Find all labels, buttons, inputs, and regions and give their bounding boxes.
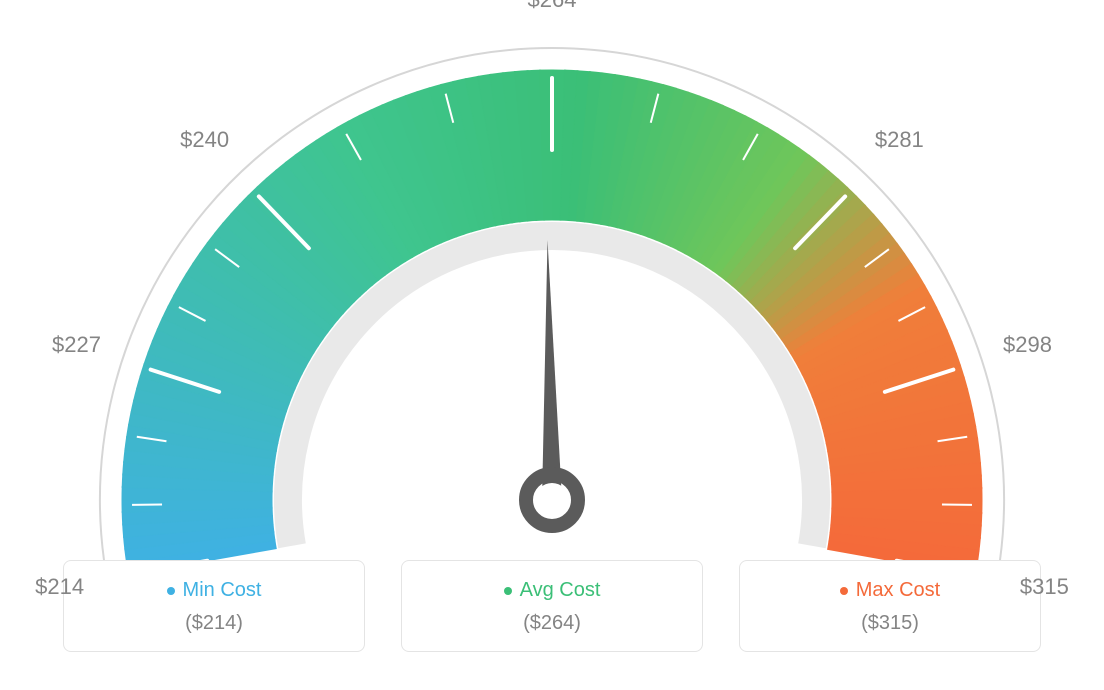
legend-dot-avg bbox=[504, 587, 512, 595]
gauge-tick-label: $264 bbox=[528, 0, 577, 13]
gauge-needle bbox=[542, 240, 562, 500]
gauge-tick-label: $240 bbox=[180, 127, 229, 153]
legend-value-avg: ($264) bbox=[402, 612, 702, 635]
gauge-svg bbox=[0, 0, 1104, 560]
legend-value-min: ($214) bbox=[64, 612, 364, 635]
gauge-tick-label: $298 bbox=[1003, 332, 1052, 358]
gauge-chart: $214$227$240$264$281$298$315 bbox=[0, 0, 1104, 560]
legend-card-max: Max Cost ($315) bbox=[739, 560, 1041, 652]
gauge-tick-label: $227 bbox=[52, 332, 101, 358]
legend-dot-max bbox=[840, 587, 848, 595]
gauge-tick-label: $315 bbox=[1020, 574, 1069, 600]
legend-label-max: Max Cost bbox=[856, 579, 940, 602]
legend-label-avg: Avg Cost bbox=[520, 579, 601, 602]
gauge-tick-label: $214 bbox=[35, 574, 84, 600]
gauge-tick-label: $281 bbox=[875, 127, 924, 153]
legend-row: Min Cost ($214) Avg Cost ($264) Max Cost… bbox=[0, 560, 1104, 672]
legend-title-max: Max Cost bbox=[840, 579, 940, 602]
legend-dot-min bbox=[167, 587, 175, 595]
legend-title-min: Min Cost bbox=[167, 579, 262, 602]
legend-card-avg: Avg Cost ($264) bbox=[401, 560, 703, 652]
legend-title-avg: Avg Cost bbox=[504, 579, 601, 602]
legend-card-min: Min Cost ($214) bbox=[63, 560, 365, 652]
legend-label-min: Min Cost bbox=[183, 579, 262, 602]
legend-value-max: ($315) bbox=[740, 612, 1040, 635]
